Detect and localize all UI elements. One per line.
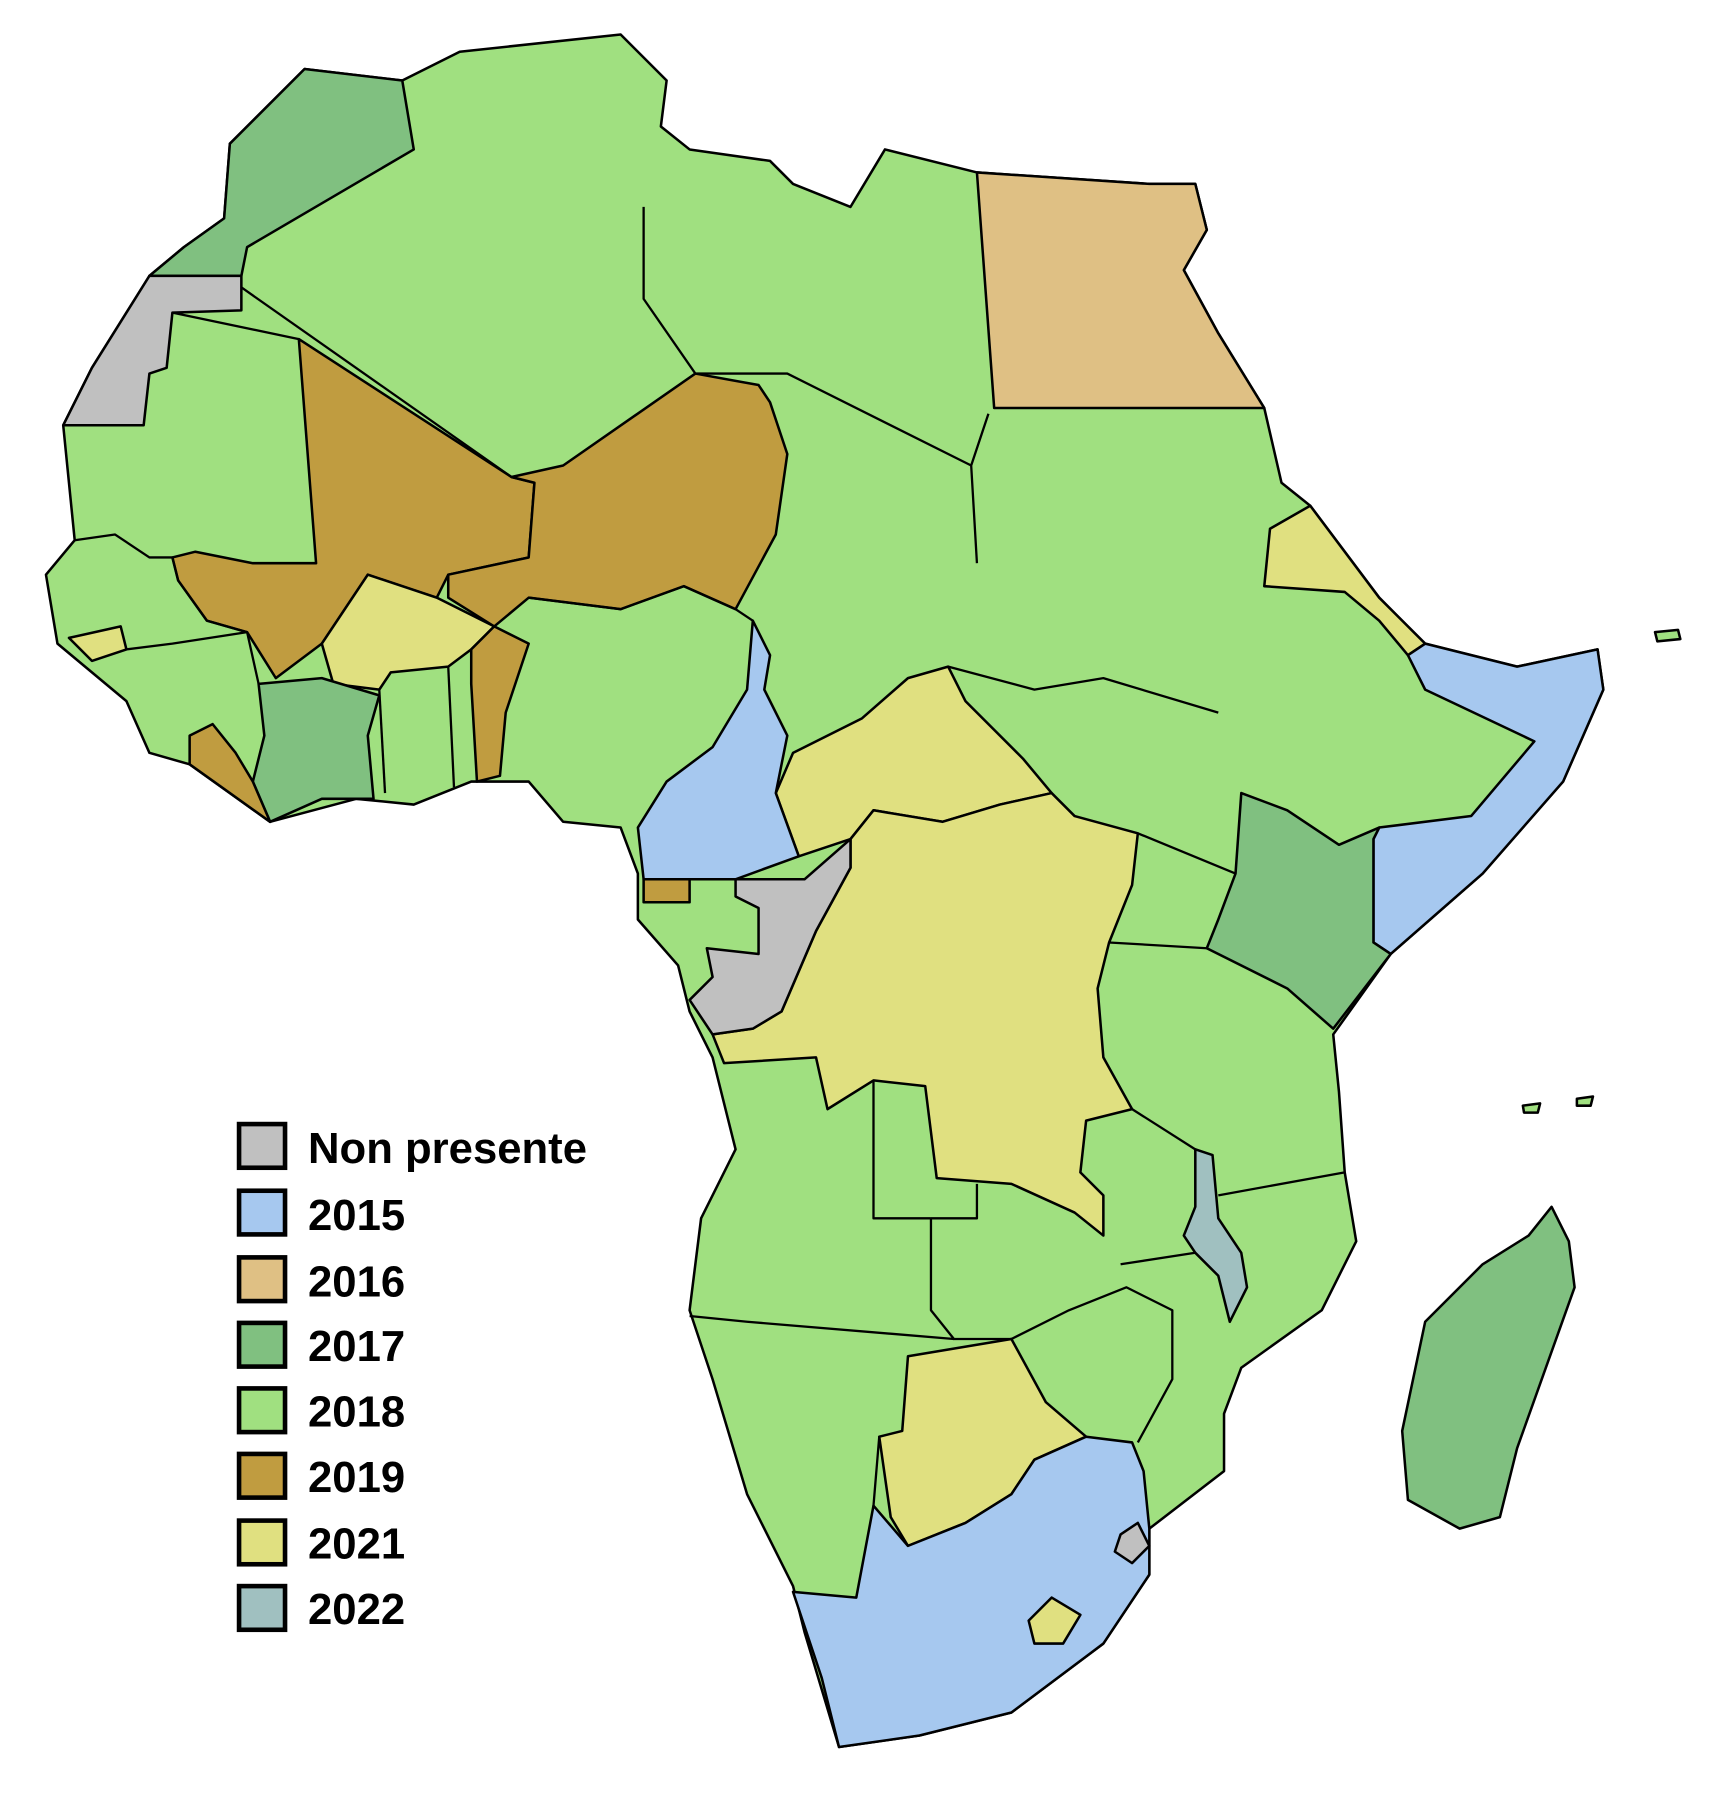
- countries: [44, 33, 1682, 1749]
- country-region: [469, 625, 530, 783]
- legend-label: 2018: [308, 1387, 405, 1436]
- legend-label: 2022: [308, 1585, 405, 1634]
- legend-swatch: [236, 1188, 288, 1237]
- legend-swatch: [236, 1320, 288, 1369]
- country-region: [188, 722, 272, 824]
- country-region: [642, 878, 691, 904]
- legend-label: Non presente: [308, 1124, 587, 1173]
- legend-item-2021: 2021: [236, 1518, 405, 1569]
- country-region: [61, 274, 243, 427]
- country-region: [1205, 791, 1392, 1030]
- legend-swatch: [236, 1255, 288, 1304]
- country-region: [975, 171, 1266, 410]
- legend-label: 2015: [308, 1191, 405, 1240]
- legend-label: 2021: [308, 1520, 405, 1569]
- legend-item-2019: 2019: [236, 1451, 405, 1502]
- country-region: [636, 619, 801, 881]
- country-region: [1182, 1148, 1249, 1324]
- island: [1575, 1095, 1595, 1107]
- legend-swatch: [236, 1451, 288, 1500]
- legend-item-non-presente: Non presente: [236, 1121, 587, 1173]
- country-region: [1027, 1596, 1082, 1645]
- borders: [74, 206, 1345, 1506]
- country-region: [688, 837, 852, 1036]
- country-region: [791, 1435, 1151, 1749]
- legend-item-2015: 2015: [236, 1188, 405, 1240]
- legend-swatch: [236, 1386, 288, 1435]
- island: [1521, 1102, 1542, 1114]
- legend-label: 2019: [308, 1453, 405, 1502]
- legend-item-2018: 2018: [236, 1386, 405, 1436]
- legend-item-2016: 2016: [236, 1255, 405, 1306]
- legend-label: 2016: [308, 1257, 405, 1306]
- legend-swatch: [236, 1121, 288, 1171]
- legend-swatch: [236, 1583, 288, 1633]
- legend-label: 2017: [308, 1322, 405, 1371]
- island: [1653, 628, 1682, 643]
- country-region: [1113, 1521, 1151, 1565]
- legend-item-2017: 2017: [236, 1320, 405, 1371]
- country-region: [320, 573, 496, 691]
- country-region: [1400, 1205, 1576, 1530]
- country-region: [251, 676, 381, 824]
- legend: Non presente 2015 2016 2017 2018 2019 20…: [236, 1121, 587, 1634]
- country-region: [1263, 504, 1427, 657]
- legend-item-2022: 2022: [236, 1583, 405, 1634]
- legend-swatch: [236, 1518, 288, 1567]
